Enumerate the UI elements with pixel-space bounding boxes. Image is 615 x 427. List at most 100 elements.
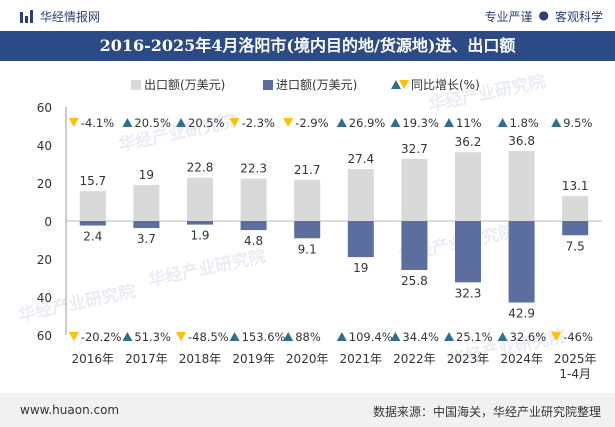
export-growth-up-icon: [336, 118, 347, 127]
legend-triangle-up-icon: [391, 80, 401, 89]
export-bar: [187, 177, 213, 221]
export-bar: [455, 152, 481, 221]
y-tick-label: 20: [37, 253, 52, 267]
export-bar: [401, 158, 428, 221]
x-tick-label: 2025年: [554, 352, 597, 366]
import-value-label: 2.4: [83, 230, 102, 244]
legend-export-swatch: [131, 80, 141, 90]
import-value-label: 32.3: [455, 286, 482, 300]
export-growth-label: 11%: [456, 116, 482, 130]
export-value-label: 32.7: [401, 142, 428, 156]
x-tick-label: 1-4月: [559, 367, 591, 381]
import-bar: [347, 221, 374, 258]
import-growth-up-icon: [283, 332, 294, 341]
tagline-right: 客观科学: [554, 10, 603, 24]
legend-triangle-down-icon: [399, 80, 409, 89]
watermark-text: 华经产业研究院: [17, 281, 138, 326]
watermark-text: 华经产业研究院: [147, 246, 268, 291]
x-tick-label: 2024年: [500, 352, 543, 366]
x-tick-label: 2022年: [393, 352, 436, 366]
import-value-label: 7.5: [566, 239, 585, 253]
import-growth-label: 32.6%: [510, 330, 547, 344]
export-growth-label: 20.5%: [188, 116, 225, 130]
export-bar: [294, 179, 321, 221]
import-value-label: 9.1: [298, 242, 317, 256]
import-bar: [562, 221, 589, 236]
import-value-label: 4.8: [244, 234, 263, 248]
tagline: 专业严谨 ● 客观科学: [484, 8, 603, 25]
legend-growth-label: 同比增长(%): [411, 78, 480, 92]
footer-source: 数据来源：中国海关，华经产业研究院整理: [372, 405, 601, 419]
export-bar: [347, 168, 374, 221]
import-bar: [294, 221, 321, 239]
import-value-label: 42.9: [508, 307, 535, 321]
y-tick-label: 60: [37, 329, 52, 343]
y-tick-label: 0: [44, 215, 52, 229]
export-growth-label: 19.3%: [402, 116, 439, 130]
x-tick-label: 2020年: [286, 352, 329, 366]
export-growth-up-icon: [551, 118, 562, 127]
export-value-label: 21.7: [294, 163, 321, 177]
x-tick-label: 2018年: [179, 352, 222, 366]
labels: 15.7 2.4 -4.1% -20.2% 2016年 19 3.7 20.5% 51.3% 20…: [68, 116, 597, 381]
export-growth-label: 20.5%: [134, 116, 171, 130]
legend: 出口额(万美元) 进口额(万美元) 同比增长(%): [131, 78, 480, 92]
export-growth-down-icon: [229, 118, 240, 127]
x-tick-label: 2019年: [232, 352, 275, 366]
import-bar: [240, 221, 267, 231]
import-growth-up-icon: [390, 332, 401, 341]
x-tick-label: 2023年: [447, 352, 490, 366]
export-bar: [79, 191, 106, 221]
import-value-label: 25.8: [401, 274, 428, 288]
y-tick-label: 40: [37, 139, 52, 153]
y-tick-label: 40: [37, 291, 52, 305]
import-growth-down-icon: [176, 332, 186, 341]
separator-dot: ●: [538, 8, 549, 22]
brand-name: 华经情报网: [40, 10, 101, 24]
export-growth-label: -4.1%: [81, 116, 114, 130]
tagline-left: 专业严谨: [484, 10, 533, 24]
export-value-label: 22.3: [240, 162, 267, 176]
x-tick-label: 2021年: [340, 352, 383, 366]
export-value-label: 36.8: [508, 134, 535, 148]
import-value-label: 19: [353, 261, 368, 275]
export-growth-label: 9.5%: [563, 116, 592, 130]
import-growth-label: 88%: [295, 330, 321, 344]
legend-import-label: 进口额(万美元): [276, 78, 357, 92]
import-growth-up-icon: [497, 332, 508, 341]
export-growth-label: -2.9%: [295, 116, 328, 130]
export-value-label: 27.4: [347, 152, 374, 166]
import-bar: [79, 221, 106, 226]
export-value-label: 15.7: [79, 174, 106, 188]
export-growth-up-icon: [390, 118, 401, 127]
x-tick-label: 2017年: [125, 352, 168, 366]
bars: [79, 151, 589, 303]
export-growth-up-icon: [122, 118, 133, 127]
chart: 华经产业研究院华经产业研究院华经产业研究院华经产业研究院华经产业研究院华经产业研…: [17, 71, 602, 381]
export-bar: [240, 178, 267, 221]
export-bar: [508, 151, 535, 221]
export-growth-label: -2.3%: [242, 116, 275, 130]
import-value-label: 3.7: [137, 232, 156, 246]
import-growth-up-icon: [229, 332, 240, 341]
import-growth-up-icon: [444, 332, 454, 341]
legend-import-swatch: [263, 80, 273, 90]
brand: 华经情报网: [20, 8, 100, 25]
export-value-label: 22.8: [187, 161, 214, 175]
import-growth-label: -20.2%: [81, 330, 122, 344]
import-bar: [187, 221, 213, 225]
import-value-label: 1.9: [190, 229, 209, 243]
export-value-label: 13.1: [562, 179, 589, 193]
export-growth-down-icon: [68, 118, 79, 127]
footer-bar: www.huaon.com 数据来源：中国海关，华经产业研究院整理: [0, 393, 615, 427]
import-growth-down-icon: [551, 332, 562, 341]
export-value-label: 36.2: [455, 135, 482, 149]
import-growth-label: 25.1%: [456, 330, 493, 344]
export-growth-up-icon: [176, 118, 186, 127]
import-bar: [133, 221, 160, 229]
import-growth-label: 153.6%: [242, 330, 286, 344]
bar-logo-icon: [20, 10, 33, 23]
y-tick-label: 60: [37, 101, 52, 115]
legend-export-label: 出口额(万美元): [144, 78, 225, 92]
import-growth-up-icon: [336, 332, 347, 341]
